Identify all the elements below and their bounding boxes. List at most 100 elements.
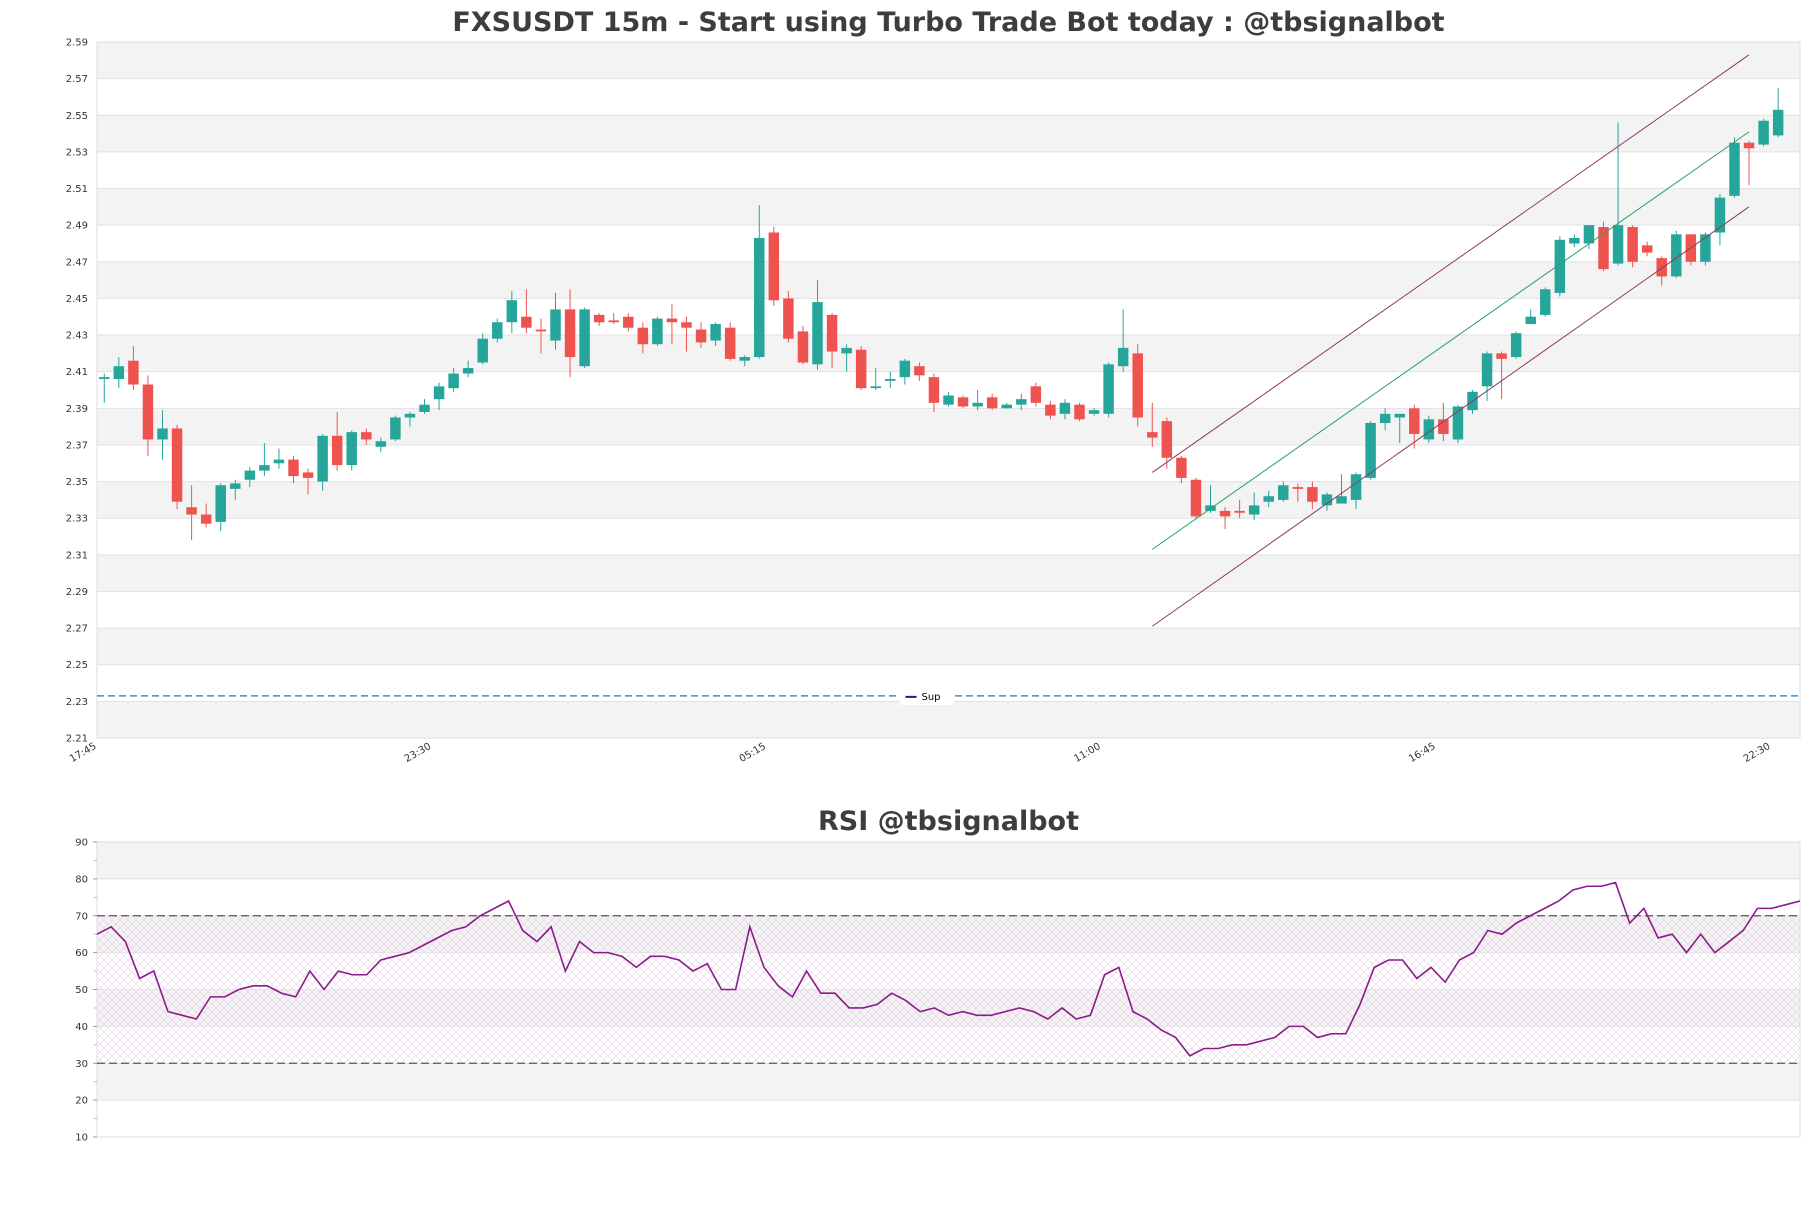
candle-body: [841, 347, 852, 354]
price-y-tick-label: 2.59: [66, 38, 88, 49]
candle: [1161, 417, 1173, 469]
price-y-axis: 2.21 2.23 2.25 2.27 2.29 2.31 2.33 2.35 2.37 2.39…: [66, 38, 88, 745]
candle: [113, 357, 125, 389]
candle-body: [1714, 197, 1726, 233]
candle-body: [1088, 410, 1100, 414]
candle-body: [1117, 347, 1129, 367]
candle: [259, 443, 270, 477]
candle: [768, 226, 780, 306]
price-x-tick-label: 11:00: [1072, 741, 1102, 765]
candle: [623, 313, 634, 332]
candle: [1103, 362, 1114, 418]
price-y-tick-label: 2.55: [66, 111, 88, 122]
candle-body: [1321, 494, 1333, 506]
candle: [1059, 399, 1071, 420]
candle-body: [768, 232, 780, 301]
candle-body: [855, 349, 867, 389]
candle: [1714, 194, 1726, 246]
candle-body: [681, 322, 692, 328]
candle: [506, 291, 518, 334]
candle: [1132, 344, 1143, 427]
candle: [739, 355, 750, 367]
candle: [1379, 408, 1391, 431]
rsi-band: [97, 1063, 1800, 1101]
candle: [273, 448, 285, 469]
candle-body: [1263, 496, 1274, 502]
candle: [957, 395, 969, 409]
candle-body: [1132, 353, 1143, 418]
candle: [754, 205, 765, 359]
candle-body: [754, 237, 765, 358]
price-band: [97, 628, 1800, 665]
candle: [1307, 481, 1318, 510]
price-y-tick-label: 2.31: [66, 550, 88, 561]
candle: [244, 466, 256, 488]
candle-body: [1758, 120, 1769, 145]
rsi-line: [96, 881, 1801, 1057]
candle-body: [215, 485, 226, 522]
candle: [419, 399, 430, 414]
price-y-tick-label: 2.41: [66, 367, 88, 378]
candle-body: [390, 417, 401, 440]
candle-body: [637, 327, 649, 345]
candle-body: [666, 318, 678, 323]
candle: [695, 322, 707, 348]
rsi-y-tick-label: 20: [75, 1096, 88, 1107]
candle: [1350, 472, 1362, 510]
candle: [1772, 87, 1784, 138]
candle-body: [99, 377, 110, 380]
candle: [521, 289, 532, 334]
candle-body: [1103, 364, 1114, 414]
rsi-y-axis: 10 20 30 40 50 60 70 80 90: [75, 838, 97, 1144]
price-band: [97, 42, 1800, 79]
candle: [1219, 507, 1231, 530]
candle-body: [1292, 487, 1304, 489]
candle-body: [1729, 142, 1740, 196]
candle-body: [244, 470, 256, 480]
candle: [1263, 490, 1274, 508]
candle: [200, 503, 212, 528]
candle: [1583, 225, 1595, 249]
candle: [666, 303, 678, 345]
price-x-tick-label: 23:30: [403, 741, 433, 765]
price-y-tick-label: 2.21: [66, 734, 88, 745]
candle: [331, 411, 343, 471]
candle: [492, 318, 503, 343]
price-y-tick-label: 2.43: [66, 331, 88, 342]
candle-body: [506, 300, 518, 323]
candle: [1510, 331, 1522, 359]
price-y-tick-label: 2.49: [66, 221, 88, 232]
candle: [1598, 221, 1609, 271]
candle-body: [128, 360, 139, 385]
candle-body: [783, 298, 794, 339]
candle: [652, 316, 663, 347]
candle: [1729, 137, 1740, 198]
candle: [1481, 351, 1493, 401]
candle-body: [1350, 474, 1362, 500]
candle: [928, 373, 940, 412]
candle: [1117, 309, 1129, 372]
candle-body: [1452, 406, 1464, 440]
candle-body: [259, 465, 270, 471]
candle: [1758, 118, 1769, 147]
candle: [375, 437, 387, 453]
price-y-tick-label: 2.27: [66, 624, 88, 635]
candle: [288, 455, 299, 484]
rsi-chart-title: RSI @tbsignalbot: [818, 806, 1079, 837]
candle-body: [1743, 142, 1755, 149]
candle-body: [928, 377, 940, 403]
candle-body: [1030, 386, 1042, 403]
price-chart-panel: 2.21 2.23 2.25 2.27 2.29 2.31 2.33 2.35 2.37 2.39…: [66, 7, 1801, 765]
candle-body: [288, 459, 299, 477]
candle-body: [302, 472, 314, 478]
candle: [317, 433, 328, 491]
candle: [1176, 455, 1187, 484]
price-y-tick-label: 2.39: [66, 404, 88, 415]
candle-body: [419, 404, 430, 412]
candle-body: [346, 432, 357, 466]
candle: [128, 346, 139, 390]
candle: [171, 424, 183, 510]
candle-body: [448, 373, 459, 389]
candle: [1641, 241, 1653, 257]
candle-body: [404, 413, 416, 418]
